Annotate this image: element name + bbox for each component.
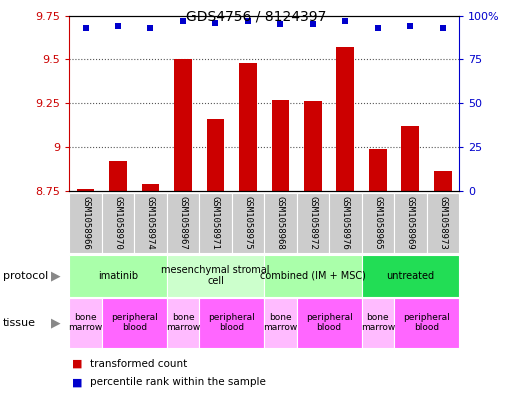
Bar <box>434 171 452 191</box>
Bar <box>362 298 394 348</box>
Point <box>439 25 447 31</box>
Bar <box>69 255 167 297</box>
Bar <box>402 126 419 191</box>
Text: GSM1058968: GSM1058968 <box>276 196 285 250</box>
Point <box>114 23 122 29</box>
Text: percentile rank within the sample: percentile rank within the sample <box>90 377 266 387</box>
Text: ■: ■ <box>72 358 82 369</box>
Text: tissue: tissue <box>3 318 35 328</box>
Text: peripheral
blood: peripheral blood <box>208 313 255 332</box>
Bar <box>102 193 134 253</box>
Bar <box>271 100 289 191</box>
Text: untreated: untreated <box>386 271 435 281</box>
Text: peripheral
blood: peripheral blood <box>111 313 157 332</box>
Point <box>179 18 187 24</box>
Bar <box>167 255 264 297</box>
Bar <box>199 193 232 253</box>
Bar <box>239 63 257 191</box>
Bar <box>394 298 459 348</box>
Bar <box>102 298 167 348</box>
Bar <box>76 189 94 191</box>
Point <box>82 25 90 31</box>
Text: GDS4756 / 8124397: GDS4756 / 8124397 <box>186 10 327 24</box>
Text: GSM1058969: GSM1058969 <box>406 196 415 250</box>
Bar <box>167 193 199 253</box>
Text: GSM1058966: GSM1058966 <box>81 196 90 250</box>
Point <box>211 20 220 26</box>
Point <box>277 21 285 28</box>
Text: GSM1058972: GSM1058972 <box>308 196 318 250</box>
Bar <box>207 119 224 191</box>
Bar <box>427 193 459 253</box>
Text: bone
marrow: bone marrow <box>361 313 395 332</box>
Text: ▶: ▶ <box>51 269 60 282</box>
Point <box>146 25 154 31</box>
Text: peripheral
blood: peripheral blood <box>403 313 450 332</box>
Text: GSM1058967: GSM1058967 <box>179 196 187 250</box>
Text: GSM1058971: GSM1058971 <box>211 196 220 250</box>
Text: peripheral
blood: peripheral blood <box>306 313 352 332</box>
Bar <box>69 298 102 348</box>
Bar <box>264 298 297 348</box>
Text: GSM1058970: GSM1058970 <box>113 196 123 250</box>
Text: imatinib: imatinib <box>98 271 138 281</box>
Text: bone
marrow: bone marrow <box>68 313 103 332</box>
Point <box>374 25 382 31</box>
Text: protocol: protocol <box>3 271 48 281</box>
Text: bone
marrow: bone marrow <box>263 313 298 332</box>
Bar <box>142 184 160 191</box>
Bar <box>337 47 354 191</box>
Text: bone
marrow: bone marrow <box>166 313 200 332</box>
Text: GSM1058973: GSM1058973 <box>439 196 447 250</box>
Bar <box>362 193 394 253</box>
Text: GSM1058976: GSM1058976 <box>341 196 350 250</box>
Bar <box>264 193 297 253</box>
Text: combined (IM + MSC): combined (IM + MSC) <box>260 271 366 281</box>
Bar <box>264 255 362 297</box>
Bar <box>174 59 192 191</box>
Bar <box>362 255 459 297</box>
Text: GSM1058975: GSM1058975 <box>244 196 252 250</box>
Bar <box>69 193 102 253</box>
Bar <box>134 193 167 253</box>
Text: GSM1058974: GSM1058974 <box>146 196 155 250</box>
Bar <box>297 193 329 253</box>
Text: mesenchymal stromal
cell: mesenchymal stromal cell <box>161 265 270 286</box>
Point <box>341 18 349 24</box>
Text: ■: ■ <box>72 377 82 387</box>
Bar <box>109 161 127 191</box>
Bar <box>297 298 362 348</box>
Bar <box>232 193 264 253</box>
Point <box>244 18 252 24</box>
Point <box>406 23 415 29</box>
Bar <box>329 193 362 253</box>
Text: ▶: ▶ <box>51 316 60 329</box>
Bar <box>394 193 427 253</box>
Text: GSM1058965: GSM1058965 <box>373 196 382 250</box>
Bar <box>369 149 387 191</box>
Bar <box>167 298 199 348</box>
Bar <box>304 101 322 191</box>
Text: transformed count: transformed count <box>90 358 187 369</box>
Bar <box>199 298 264 348</box>
Point <box>309 21 317 28</box>
